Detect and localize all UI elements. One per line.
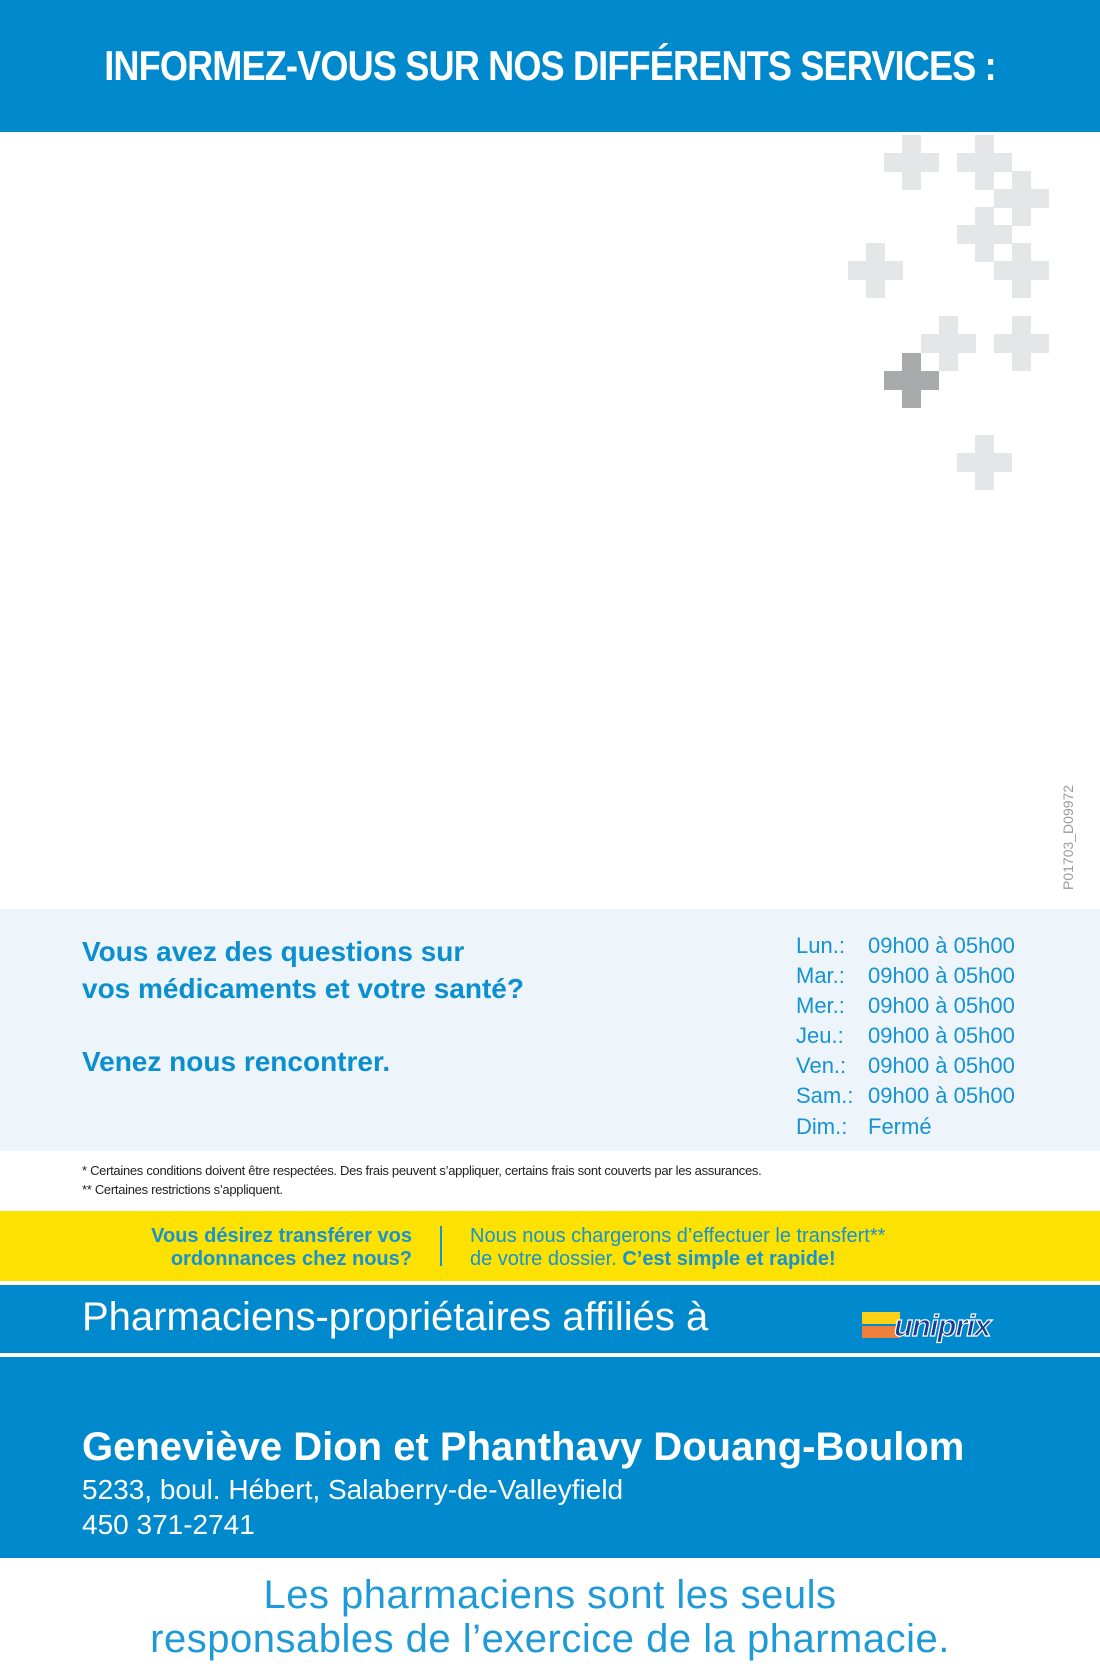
cross-icon	[994, 243, 1049, 298]
day-label: Sam.:	[796, 1083, 854, 1108]
day-label: Jeu.:	[796, 1023, 844, 1048]
cross-icon	[994, 171, 1049, 226]
info-panel	[0, 909, 1100, 1151]
hours-value: 09h00 à 05h00	[868, 963, 1015, 988]
cross-icon-dark	[884, 353, 939, 408]
divider	[440, 1226, 442, 1266]
hours-value: 09h00 à 05h00	[868, 1083, 1015, 1108]
cross-icon	[957, 207, 1012, 262]
hours-row: Dim.: Fermé	[796, 1114, 932, 1140]
hours-value: Fermé	[868, 1114, 932, 1139]
hours-row: Sam.: 09h00 à 05h00	[796, 1083, 1015, 1109]
hours-row: Lun.: 09h00 à 05h00	[796, 933, 1015, 959]
transfer-emphasis: C’est simple et rapide!	[622, 1248, 836, 1270]
affiliation-label: Pharmaciens-propriétaires affiliés à	[82, 1295, 709, 1339]
question-line-2: vos médicaments et votre santé?	[82, 973, 524, 1004]
day-label: Ven.:	[796, 1053, 847, 1078]
hours-value: 09h00 à 05h00	[868, 1023, 1015, 1048]
hours-row: Mar.: 09h00 à 05h00	[796, 963, 1015, 989]
cross-icon	[921, 316, 976, 371]
pharmacy-phone: 450 371-2741	[82, 1509, 255, 1540]
transfer-answer-line-1: Nous nous chargerons d’effectuer le tran…	[470, 1225, 886, 1247]
transfer-question-line-1: Vous désirez transférer vos	[151, 1225, 412, 1247]
day-label: Dim.:	[796, 1114, 848, 1139]
hours-row: Jeu.: 09h00 à 05h00	[796, 1023, 1015, 1049]
tagline-line-2: responsables de l’exercice de la pharmac…	[150, 1617, 950, 1661]
day-label: Lun.:	[796, 933, 845, 958]
hours-row: Mer.: 09h00 à 05h00	[796, 993, 1015, 1019]
page-title: INFORMEZ-VOUS SUR NOS DIFFÉRENTS SERVICE…	[104, 42, 996, 89]
tagline-line-1: Les pharmaciens sont les seuls	[263, 1573, 837, 1617]
hours-value: 09h00 à 05h00	[868, 933, 1015, 958]
footnote-1: * Certaines conditions doivent être resp…	[82, 1163, 762, 1178]
transfer-question-line-2: ordonnances chez nous?	[170, 1248, 412, 1270]
transfer-question: Vous désirez transférer vos ordonnances …	[151, 1225, 412, 1271]
transfer-answer-line-2: de votre dossier.	[470, 1248, 617, 1270]
cross-icon	[994, 316, 1049, 371]
transfer-answer: Nous nous chargerons d’effectuer le tran…	[470, 1225, 885, 1271]
pharmacy-owners: Geneviève Dion et Phanthavy Douang-Boulo…	[82, 1425, 965, 1469]
pharmacy-address: 5233, boul. Hébert, Salaberry-de-Valleyf…	[82, 1474, 624, 1505]
hours-value: 09h00 à 05h00	[868, 993, 1015, 1018]
cross-icon	[884, 135, 939, 190]
cross-icon	[957, 435, 1012, 490]
invite-text: Venez nous rencontrer.	[82, 1046, 391, 1077]
cross-icon	[957, 135, 1012, 190]
pharmacy-footer	[0, 1357, 1100, 1558]
header-banner	[0, 0, 1100, 132]
cross-icon	[848, 243, 903, 298]
hours-row: Ven.: 09h00 à 05h00	[796, 1053, 1015, 1079]
footnote-2: ** Certaines restrictions s’appliquent.	[82, 1182, 283, 1197]
affiliation-band	[0, 1285, 1100, 1353]
document-code: P01703_D09972	[1060, 784, 1076, 890]
question-line-1: Vous avez des questions sur	[82, 936, 465, 967]
svg-text:uniprix: uniprix	[894, 1308, 993, 1343]
day-label: Mar.:	[796, 963, 845, 988]
uniprix-logo: uniprix	[862, 1307, 995, 1344]
hours-value: 09h00 à 05h00	[868, 1053, 1015, 1078]
day-label: Mer.:	[796, 993, 845, 1018]
transfer-band	[0, 1211, 1100, 1281]
